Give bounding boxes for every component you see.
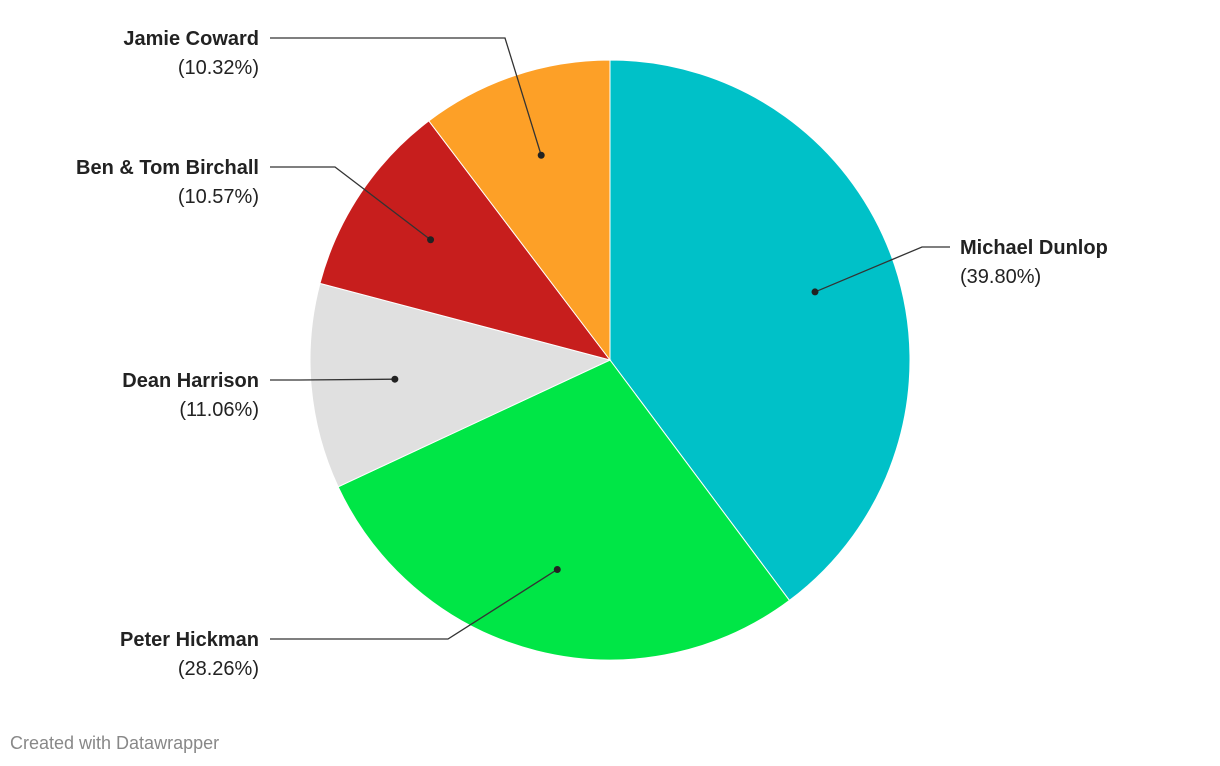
slice-name: Jamie Coward — [123, 28, 259, 50]
slice-value: (28.26%) — [178, 658, 259, 680]
slice-name: Dean Harrison — [122, 370, 259, 392]
leader-line — [270, 568, 558, 640]
slices — [309, 59, 911, 661]
leader-line — [814, 246, 950, 293]
slice-name: Peter Hickman — [120, 629, 259, 651]
slice-value: (39.80%) — [960, 266, 1041, 288]
slice-value: (10.32%) — [178, 57, 259, 79]
pie-slice — [309, 282, 612, 488]
leader-line — [270, 37, 542, 156]
slice-value: (10.57%) — [178, 186, 259, 208]
footer: Created with Datawrapper — [10, 733, 219, 753]
pie-slice — [337, 359, 791, 661]
leader-line — [270, 378, 395, 381]
slice-value: (11.06%) — [179, 399, 259, 421]
pie-slice — [609, 59, 911, 602]
leader-dot — [537, 151, 545, 159]
slice-name: Ben & Tom Birchall — [76, 157, 259, 179]
slice-name: Michael Dunlop — [960, 237, 1108, 259]
leader-dot — [811, 288, 819, 296]
pie-slice — [319, 120, 612, 361]
leader-dot — [553, 565, 561, 573]
leader-dot — [391, 375, 399, 383]
leader-dot — [427, 236, 435, 244]
pie-slice — [428, 59, 611, 362]
leader-line — [270, 166, 431, 241]
